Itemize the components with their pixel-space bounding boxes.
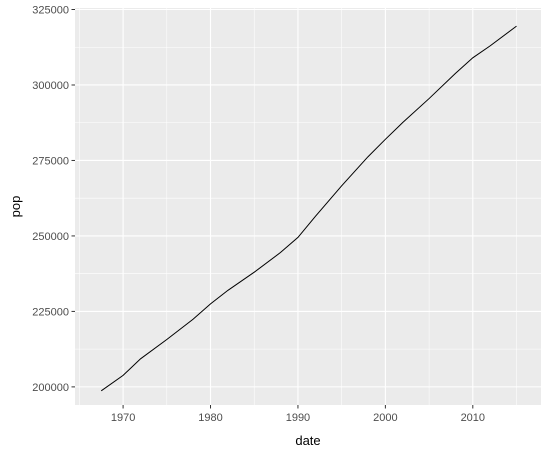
x-tick-label: 1980	[198, 412, 222, 424]
series-line	[100, 25, 517, 392]
y-tick-label: 225000	[32, 306, 69, 318]
x-tick-label: 1990	[286, 412, 310, 424]
y-tick-label: 300000	[32, 80, 69, 92]
y-axis-ticks: 200000 225000 250000 275000 300000 325000	[32, 5, 75, 394]
x-tick-label: 1970	[111, 412, 135, 424]
x-tick-label: 2000	[373, 412, 397, 424]
y-tick-label: 325000	[32, 5, 69, 17]
grid-minor	[75, 8, 541, 405]
x-tick-label: 2010	[461, 412, 485, 424]
y-tick-label: 250000	[32, 231, 69, 243]
plot-panel	[75, 8, 541, 405]
y-axis-title: pop	[8, 196, 23, 218]
x-axis-ticks: 1970 1980 1990 2000 2010	[111, 405, 485, 424]
y-tick-label: 200000	[32, 382, 69, 394]
x-axis-title: date	[295, 433, 320, 448]
grid-major	[75, 8, 541, 405]
y-tick-label: 275000	[32, 155, 69, 167]
